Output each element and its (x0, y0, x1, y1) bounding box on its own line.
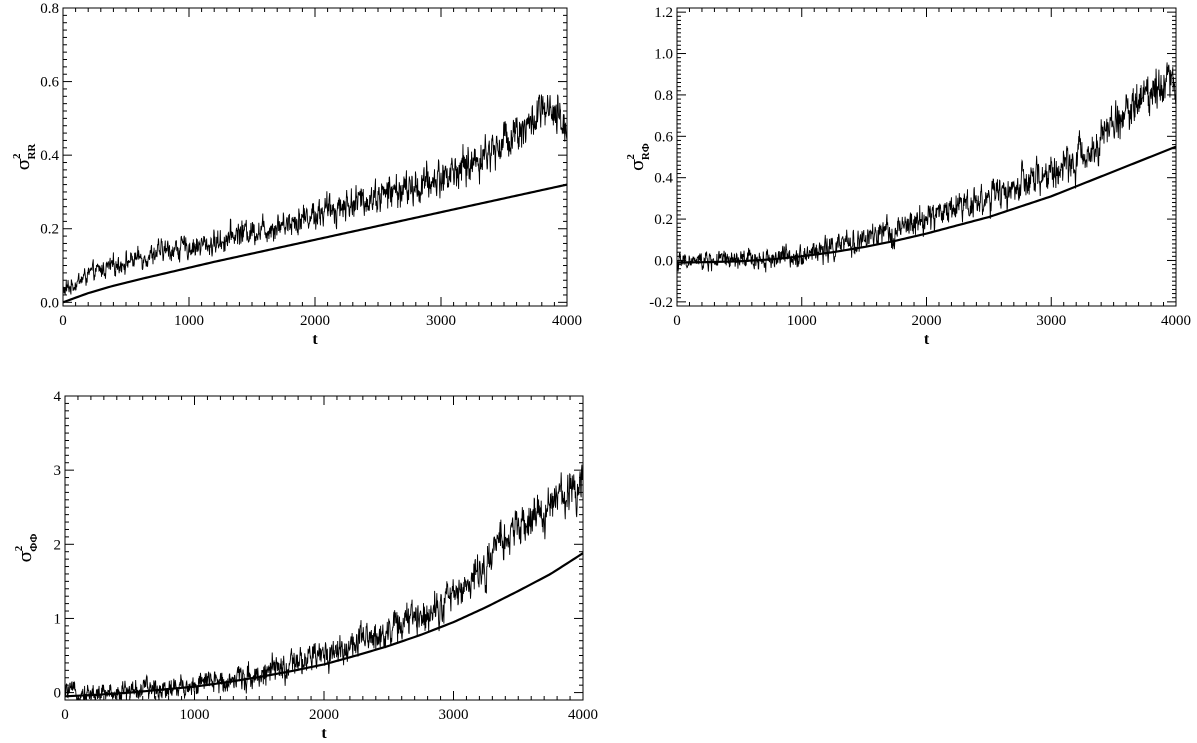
y-axis-label-sup: 2 (625, 154, 637, 160)
x-axis-label: t (321, 725, 327, 742)
y-axis-label-sub: RR (26, 143, 38, 160)
series-noisy-line (63, 94, 567, 295)
y-axis-label-symbol: σ (13, 158, 34, 170)
series-smooth-line (677, 145, 1176, 264)
y-tick-label: 0.4 (40, 148, 59, 164)
y-axis-label-sup: 2 (11, 153, 23, 159)
plot-frame (62, 7, 568, 307)
chart-panel-rphi: 0 1000 2000 3000 4000 -0.2 0.0 0.2 0.4 0.6 0.8 1.0 1… (625, 5, 1191, 348)
y-axis-label: σ2 RΦ (625, 143, 652, 171)
y-tick-label: 1.2 (654, 5, 673, 21)
series-noisy-line (65, 464, 583, 700)
y-tick-label: 0.2 (40, 222, 59, 238)
x-tick-label: 4000 (568, 707, 598, 723)
y-tick-label: 3 (54, 463, 62, 479)
x-tick-label: 3000 (1036, 313, 1066, 329)
x-tick-label: 4000 (1161, 313, 1191, 329)
y-tick-label: 0.2 (654, 212, 673, 228)
x-tick-label: 1000 (174, 313, 204, 329)
x-tick-label: 2000 (309, 707, 339, 723)
y-tick-label: 0.4 (654, 171, 673, 187)
x-tick-label: 4000 (552, 313, 582, 329)
x-tick-label: 0 (673, 313, 681, 329)
y-axis-label-sup: 2 (13, 545, 25, 551)
y-axis-label-symbol: σ (627, 159, 648, 171)
y-tick-label: 0.8 (654, 88, 673, 104)
x-axis-label: t (924, 331, 930, 348)
y-tick-label: 0.6 (40, 75, 59, 91)
series-smooth-line (63, 183, 567, 304)
y-tick-label: 1.0 (654, 47, 673, 63)
x-tick-label: 0 (61, 707, 69, 723)
y-axis-label-sub: RΦ (640, 143, 652, 160)
y-axis-label: σ2 ΦΦ (13, 533, 40, 562)
series-noisy-line (677, 62, 1176, 273)
y-tick-label: 2 (54, 537, 62, 553)
series-smooth-line (65, 552, 583, 698)
y-tick-label: 0.0 (40, 295, 59, 311)
y-tick-label: -0.2 (649, 295, 673, 311)
y-axis-label-sub: ΦΦ (28, 533, 40, 551)
x-tick-label: 1000 (787, 313, 817, 329)
y-tick-label: 4 (54, 389, 62, 405)
y-tick-label: 1 (54, 611, 62, 627)
x-tick-label: 2000 (300, 313, 330, 329)
y-tick-label: 0.8 (40, 1, 59, 17)
y-axis-label: σ2 RR (11, 143, 38, 171)
y-tick-label: 0.6 (654, 129, 673, 145)
x-tick-label: 2000 (912, 313, 942, 329)
y-tick-label: 0.0 (654, 253, 673, 269)
chart-panel-rr: 0 1000 2000 3000 4000 0.0 0.2 0.4 0.6 0.8 t σ2 RR (11, 1, 582, 348)
y-axis-label-symbol: σ (15, 550, 36, 562)
x-tick-label: 1000 (180, 707, 210, 723)
x-tick-label: 0 (59, 313, 67, 329)
x-tick-label: 3000 (439, 707, 469, 723)
x-axis-label: t (312, 331, 318, 348)
y-tick-label: 0 (54, 686, 62, 702)
x-tick-label: 3000 (426, 313, 456, 329)
